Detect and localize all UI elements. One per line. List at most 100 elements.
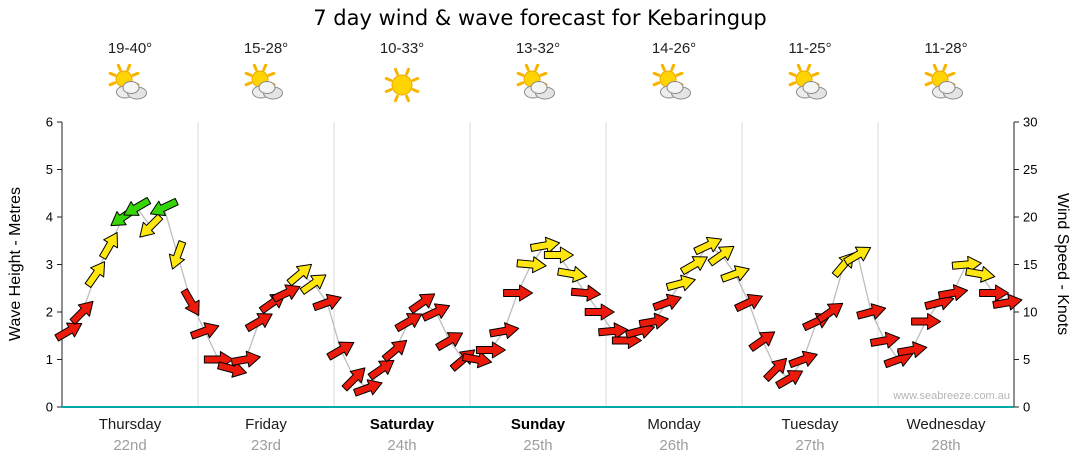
sun-cloud-icon: [784, 63, 836, 108]
day-name: Wednesday: [906, 416, 986, 433]
wind-arrow: [665, 274, 696, 292]
day-date: 27th: [795, 437, 825, 454]
day-name: Saturday: [369, 416, 435, 433]
wind-arrow: [856, 303, 887, 320]
wind-arrow: [788, 350, 818, 369]
day-date: 25th: [523, 437, 553, 454]
wind-arrow: [421, 303, 451, 322]
wind-arrow: [652, 293, 682, 312]
wave-height-tick-label: 0: [46, 400, 53, 415]
wind-speed-tick-label: 0: [1023, 400, 1030, 415]
day-date: 28th: [931, 437, 961, 454]
wind-speed-tick-label: 10: [1023, 305, 1037, 320]
sunny-icon: [376, 64, 428, 108]
wind-arrow: [286, 263, 312, 287]
wind-arrow: [381, 339, 408, 363]
wind-speed-tick-label: 30: [1023, 115, 1037, 130]
day-name: Thursday: [98, 416, 162, 433]
wind-arrow: [598, 322, 629, 340]
wind-arrow: [341, 367, 366, 392]
wind-arrow: [489, 322, 520, 340]
day-axis-label: Monday 26th: [647, 416, 700, 454]
day-header: 19-40°: [104, 40, 156, 108]
wave-height-tick-label: 6: [46, 115, 53, 130]
page-title: 7 day wind & wave forecast for Kebaringu…: [313, 6, 767, 30]
day-name: Sunday: [510, 416, 566, 433]
sun-cloud-icon: [648, 63, 700, 108]
wind-arrow: [139, 213, 164, 238]
day-name: Tuesday: [781, 416, 839, 433]
wind-arrow: [168, 240, 187, 270]
wind-arrow: [394, 313, 423, 333]
wind-arrow: [326, 341, 355, 361]
wind-arrow: [244, 313, 273, 333]
temperature-range: 11-28°: [924, 40, 968, 57]
wind-speed-tick-label: 5: [1023, 352, 1030, 367]
wind-arrow: [911, 313, 942, 330]
temperature-range: 10-33°: [379, 40, 425, 57]
wind-arrow: [543, 246, 574, 264]
wind-arrow: [299, 274, 327, 295]
wind-arrow: [680, 256, 708, 276]
wind-speed-tick-label: 25: [1023, 162, 1037, 177]
wind-arrow: [965, 265, 996, 283]
day-date: 22nd: [113, 437, 147, 454]
wind-arrow: [763, 357, 788, 382]
wave-height-tick-label: 2: [46, 305, 53, 320]
wind-arrow: [992, 293, 1023, 311]
wind-arrow: [271, 284, 301, 303]
wind-arrow: [516, 256, 547, 274]
temperature-range: 11-25°: [788, 40, 832, 57]
wind-arrow: [869, 331, 901, 349]
watermark: www.seabreeze.com.au: [892, 390, 1010, 402]
wind-arrow: [230, 350, 261, 368]
sun-cloud-icon: [920, 63, 972, 108]
wind-speed-tick-label: 20: [1023, 210, 1037, 225]
wind-speed-tick-label: 15: [1023, 257, 1037, 272]
wave-height-axis-label: Wave Height - Metres: [7, 186, 24, 342]
wave-height-tick-label: 5: [46, 162, 53, 177]
temperature-range: 19-40°: [107, 40, 153, 57]
wind-arrow: [189, 322, 220, 340]
day-axis-label: Wednesday 28th: [907, 416, 986, 454]
day-name: Friday: [245, 416, 287, 433]
wind-arrow: [353, 379, 383, 397]
day-date: 24th: [387, 437, 417, 454]
wind-arrow: [720, 265, 750, 283]
wind-arrow: [734, 293, 763, 313]
sun-cloud-icon: [104, 63, 156, 108]
wind-arrow: [503, 284, 534, 302]
wind-arrow: [897, 341, 928, 359]
wind-arrow: [570, 284, 602, 302]
wind-arrow: [843, 246, 872, 266]
wave-height-tick-label: 1: [46, 352, 53, 367]
day-date: 23rd: [250, 437, 282, 454]
day-axis-label: Sunday 25th: [511, 416, 565, 454]
wind-arrow: [69, 300, 94, 325]
day-header: 11-25°: [784, 40, 836, 108]
wave-height-tick-label: 4: [46, 210, 53, 225]
wind-arrow: [748, 331, 776, 352]
day-axis-label: Saturday 24th: [370, 416, 434, 454]
wind-arrow: [979, 284, 1010, 302]
wind-arrow: [312, 293, 342, 312]
wind-arrow: [638, 312, 669, 330]
wind-arrow: [693, 236, 723, 256]
day-name: Monday: [647, 416, 701, 433]
wind-arrow: [557, 265, 588, 283]
temperature-range: 14-26°: [651, 40, 697, 57]
wind-arrow: [99, 232, 119, 260]
wind-arrow: [54, 322, 83, 342]
wind-arrow: [816, 302, 844, 324]
wind-arrow: [149, 197, 179, 217]
wind-arrow: [937, 284, 969, 302]
wave-height-tick-label: 3: [46, 257, 53, 272]
day-axis-label: Tuesday 27th: [782, 416, 839, 454]
wind-speed-axis-label: Wind Speed - Knots: [1054, 192, 1071, 336]
day-axis-label: Thursday 22nd: [99, 416, 162, 454]
day-header: 11-28°: [920, 40, 972, 108]
wind-arrow: [84, 261, 106, 288]
wind-arrow: [584, 303, 615, 321]
wind-arrow: [951, 255, 982, 273]
